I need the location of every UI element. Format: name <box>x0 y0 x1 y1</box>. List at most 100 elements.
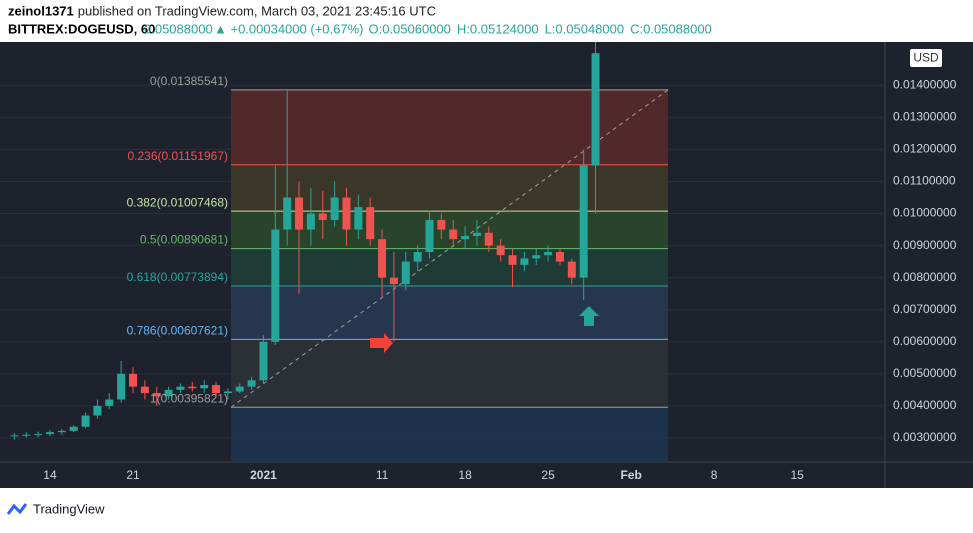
candle-body <box>259 341 268 381</box>
candle-body <box>117 373 126 400</box>
currency: USD <box>913 51 939 65</box>
candle-body <box>295 197 304 230</box>
candle-body <box>34 434 43 436</box>
candle-body <box>555 252 564 262</box>
candle-body <box>129 373 137 387</box>
candle-body <box>532 255 541 259</box>
candle-body <box>378 239 387 278</box>
y-tick-label: 0.00300000 <box>893 430 957 444</box>
x-tick-label: 18 <box>458 468 472 482</box>
candle-body <box>235 386 244 392</box>
y-tick-label: 0.00800000 <box>893 270 957 284</box>
fib-band <box>231 286 668 340</box>
candle-body <box>283 197 292 230</box>
x-tick-label: 15 <box>790 468 804 482</box>
candle-body <box>200 385 209 389</box>
author: zeinol1371 <box>8 3 74 18</box>
candle-body <box>591 53 600 166</box>
candle-body <box>176 386 185 390</box>
brand: TradingView <box>33 501 105 516</box>
candle-body <box>45 432 54 435</box>
x-tick-label: 2021 <box>250 468 277 482</box>
candle-body <box>401 261 410 285</box>
candle-body <box>437 219 446 230</box>
axes: 0.00300000 0.00400000 0.00500000 0.00600000… <box>43 74 956 482</box>
y-tick-label: 0.00600000 <box>893 334 957 348</box>
fib-band <box>231 89 668 165</box>
candle-body <box>425 219 434 252</box>
candle-body <box>105 399 114 406</box>
candle-body <box>93 405 102 416</box>
candle-body <box>212 385 221 394</box>
y-tick-label: 0.01300000 <box>893 110 957 124</box>
change: ▲ +0.00034000 (+0.67%) <box>214 21 363 36</box>
candle-body <box>81 415 90 427</box>
currency-badge <box>910 49 942 67</box>
x-tick-label: 11 <box>376 468 389 482</box>
candle-body <box>449 229 458 240</box>
y-tick-label: 0.01400000 <box>893 77 957 91</box>
candle-body <box>306 213 315 230</box>
fib-label: 0.236(0.01151967) <box>127 149 228 163</box>
candle-body <box>354 207 363 230</box>
x-tick-label: 8 <box>711 468 718 482</box>
ohlc-value: L:0.05048000 <box>545 21 625 36</box>
y-tick-label: 0.00500000 <box>893 366 957 380</box>
candle-body <box>484 232 493 246</box>
x-tick-label: Feb <box>620 468 641 482</box>
ohlc-value: C:0.05088000 <box>630 21 712 36</box>
ohlc-value: O:0.05060000 <box>368 21 450 36</box>
fib-label: 0.5(0.00890681) <box>140 233 228 247</box>
ohlc-value: H:0.05124000 <box>457 21 539 36</box>
candle-body <box>140 386 149 394</box>
x-tick-label: 25 <box>541 468 555 482</box>
fib-label: 1(0.00395821) <box>150 391 228 405</box>
symbol: BITTREX:DOGEUSD, 60 <box>8 21 155 36</box>
candle-body <box>567 261 576 278</box>
candle-body <box>461 235 470 240</box>
fib-band <box>231 407 668 462</box>
candle-body <box>318 213 327 220</box>
fib-label: 0.618(0.00773894) <box>127 270 228 284</box>
plot <box>0 42 885 462</box>
candle-body <box>342 197 351 230</box>
candle-body <box>413 252 422 262</box>
x-tick-label: 21 <box>126 468 140 482</box>
candle-body <box>152 393 161 397</box>
green-arrow <box>579 306 599 326</box>
candle-body <box>496 245 505 256</box>
candle-body <box>579 165 588 278</box>
candle-body <box>366 207 375 240</box>
candle-body <box>22 434 31 436</box>
candle-body <box>247 380 256 387</box>
ohlc: O:0.05060000 H:0.05124000 L:0.05048000 C:0.… <box>368 21 711 36</box>
y-tick-label: 0.00700000 <box>893 302 957 316</box>
candle-body <box>271 229 280 342</box>
price: 0.05088000 <box>144 21 213 36</box>
candle-body <box>188 386 197 389</box>
candle-body <box>164 389 173 397</box>
candle-body <box>69 426 78 431</box>
candle-body <box>330 197 339 220</box>
fib-label: 0.382(0.01007468) <box>127 195 228 209</box>
fib-band <box>231 248 668 287</box>
fib-band <box>231 339 668 408</box>
candle-body <box>223 391 232 394</box>
y-tick-label: 0.01200000 <box>893 142 957 156</box>
logo <box>6 503 28 515</box>
candle-body <box>508 255 517 265</box>
fib-label: 0(0.01385541) <box>150 74 228 88</box>
candle-body <box>57 430 66 433</box>
candle-body <box>389 277 398 285</box>
candle-body <box>10 435 19 437</box>
red-arrow <box>370 333 393 353</box>
fib-label: 0.786(0.00607621) <box>127 323 228 337</box>
candle-body <box>520 258 529 265</box>
x-tick-label: 14 <box>43 468 57 482</box>
y-tick-label: 0.01100000 <box>893 174 956 188</box>
y-tick-label: 0.01000000 <box>893 206 957 220</box>
candle-body <box>472 232 481 236</box>
candle-body <box>544 252 553 256</box>
published: published on TradingView.com, March 03, … <box>78 3 436 18</box>
